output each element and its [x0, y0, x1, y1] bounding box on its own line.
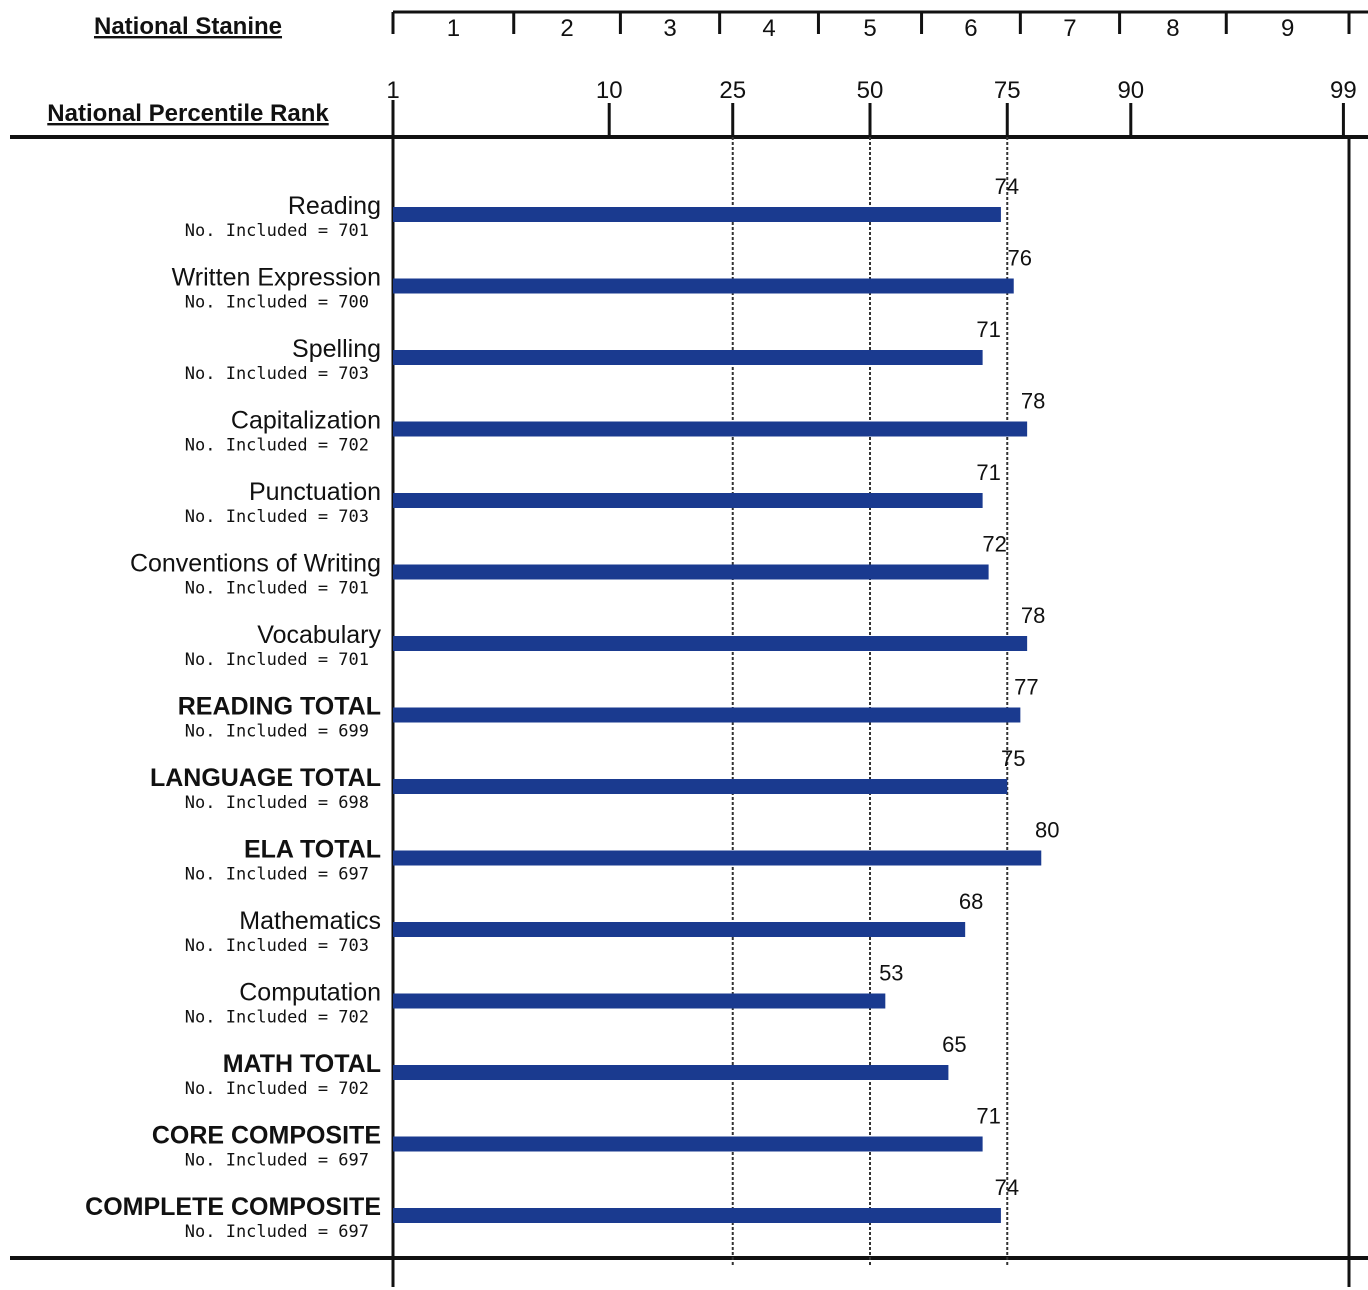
included-count: No. Included = 703: [185, 507, 369, 527]
bar-value-label: 71: [976, 317, 1000, 342]
bar: [393, 922, 966, 937]
percentile-tick-label: 25: [719, 77, 746, 104]
bar-value-label: 71: [976, 460, 1000, 485]
included-count: No. Included = 697: [185, 1222, 369, 1242]
stanine-label: 3: [663, 15, 676, 42]
included-count: No. Included = 702: [185, 436, 369, 456]
bar: [393, 493, 983, 508]
stanine-label: 8: [1166, 15, 1179, 42]
category-label: COMPLETE COMPOSITE: [85, 1193, 381, 1221]
bar: [393, 1136, 983, 1152]
category-label: Punctuation: [249, 478, 381, 506]
bar: [393, 421, 1028, 437]
bar-value-label: 75: [1001, 746, 1025, 771]
stanine-label: 9: [1281, 15, 1294, 42]
category-label: Vocabulary: [257, 621, 381, 649]
stanine-label: 2: [560, 15, 573, 42]
bar: [393, 636, 1028, 651]
percentile-header: National Percentile Rank: [47, 100, 329, 127]
bar: [393, 207, 1001, 222]
included-count: No. Included = 702: [185, 1008, 369, 1028]
percentile-tick-label: 50: [857, 77, 884, 104]
percentile-tick-label: 75: [994, 77, 1021, 104]
bar-value-label: 80: [1035, 818, 1059, 843]
category-label: READING TOTAL: [178, 693, 381, 721]
category-label: Written Expression: [172, 264, 381, 292]
bar: [393, 278, 1014, 294]
included-count: No. Included = 702: [185, 1079, 369, 1099]
stanine-label: 1: [447, 15, 460, 42]
category-label: Conventions of Writing: [130, 550, 381, 578]
category-label: Computation: [239, 979, 381, 1007]
stanine-label: 4: [762, 15, 775, 42]
category-label: MATH TOTAL: [223, 1050, 381, 1078]
bar-value-label: 65: [942, 1032, 966, 1057]
included-count: No. Included = 700: [185, 293, 369, 313]
category-label: CORE COMPOSITE: [152, 1122, 381, 1150]
bar: [393, 1065, 949, 1080]
included-count: No. Included = 697: [185, 865, 369, 885]
bar: [393, 564, 989, 580]
stanine-label: 6: [964, 15, 977, 42]
included-count: No. Included = 699: [185, 722, 369, 742]
included-count: No. Included = 701: [185, 579, 369, 599]
included-count: No. Included = 703: [185, 936, 369, 956]
category-label: Spelling: [292, 335, 381, 363]
bar: [393, 850, 1042, 866]
category-label: Mathematics: [239, 907, 381, 935]
bar: [393, 779, 1008, 794]
bar-value-label: 71: [976, 1104, 1000, 1129]
bar: [393, 707, 1021, 723]
category-label: Reading: [288, 192, 381, 220]
included-count: No. Included = 703: [185, 364, 369, 384]
included-count: No. Included = 701: [185, 650, 369, 670]
stanine-label: 7: [1063, 15, 1076, 42]
percentile-tick-label: 90: [1117, 77, 1144, 104]
percentile-tick-label: 99: [1330, 77, 1357, 104]
bars: 74 76 71 78 71 72 78 77 75 80 68 53 65 71 74: [393, 174, 1060, 1223]
bar: [393, 1208, 1001, 1223]
bar-value-label: 53: [879, 961, 903, 986]
bar: [393, 350, 983, 365]
included-count: No. Included = 698: [185, 793, 369, 813]
bar-value-label: 72: [982, 532, 1006, 557]
percentile-tick-label: 10: [596, 77, 623, 104]
bar-value-label: 77: [1014, 675, 1038, 700]
stanine-header: National Stanine: [94, 13, 282, 40]
bar: [393, 993, 886, 1009]
bar-value-label: 78: [1021, 603, 1045, 628]
bar-value-label: 74: [995, 174, 1019, 199]
included-count: No. Included = 697: [185, 1151, 369, 1171]
category-label: Capitalization: [231, 407, 381, 435]
category-label: LANGUAGE TOTAL: [150, 764, 381, 792]
bar-value-label: 68: [959, 889, 983, 914]
bar-value-label: 78: [1021, 389, 1045, 414]
category-label: ELA TOTAL: [244, 836, 381, 864]
stanine-label: 5: [863, 15, 876, 42]
percentile-tick-label: 1: [386, 77, 399, 104]
bar-value-label: 74: [995, 1175, 1019, 1200]
included-count: No. Included = 701: [185, 221, 369, 241]
bar-value-label: 76: [1007, 246, 1031, 271]
